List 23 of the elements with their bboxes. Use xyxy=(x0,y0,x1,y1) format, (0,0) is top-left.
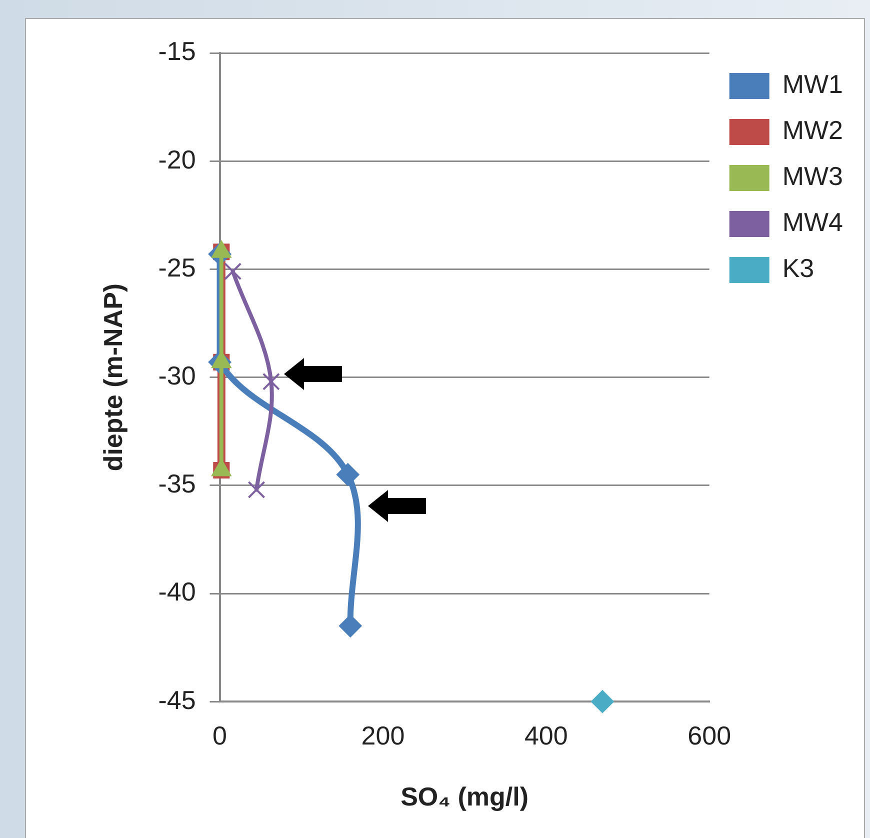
point xyxy=(590,690,614,714)
x-tick-label: 600 xyxy=(688,720,732,750)
y-tick-label: -35 xyxy=(158,468,196,499)
legend-label: MW1 xyxy=(782,69,844,100)
y-tick-label: -30 xyxy=(158,360,196,390)
legend-label: K3 xyxy=(782,253,814,284)
point xyxy=(262,372,280,390)
x-tick-label: 0 xyxy=(212,720,228,750)
y-tick-label: -40 xyxy=(158,576,196,607)
y-tick-label: -20 xyxy=(158,144,196,174)
point xyxy=(248,480,266,498)
legend-label: MW4 xyxy=(782,207,844,238)
y-axis-title: diepte (m-NAP) xyxy=(98,283,128,472)
y-tick-label: -45 xyxy=(158,684,196,715)
y-tick-label: -15 xyxy=(158,36,196,66)
legend-label: MW3 xyxy=(782,161,844,192)
x-tick-label: 400 xyxy=(524,720,568,750)
legend-label: MW2 xyxy=(782,115,844,146)
x-tick-label: 200 xyxy=(361,720,405,750)
point xyxy=(336,463,360,486)
x-axis-title: SO₄ (mg/l) xyxy=(400,782,529,812)
y-tick-label: -25 xyxy=(158,252,196,282)
point xyxy=(224,262,242,280)
